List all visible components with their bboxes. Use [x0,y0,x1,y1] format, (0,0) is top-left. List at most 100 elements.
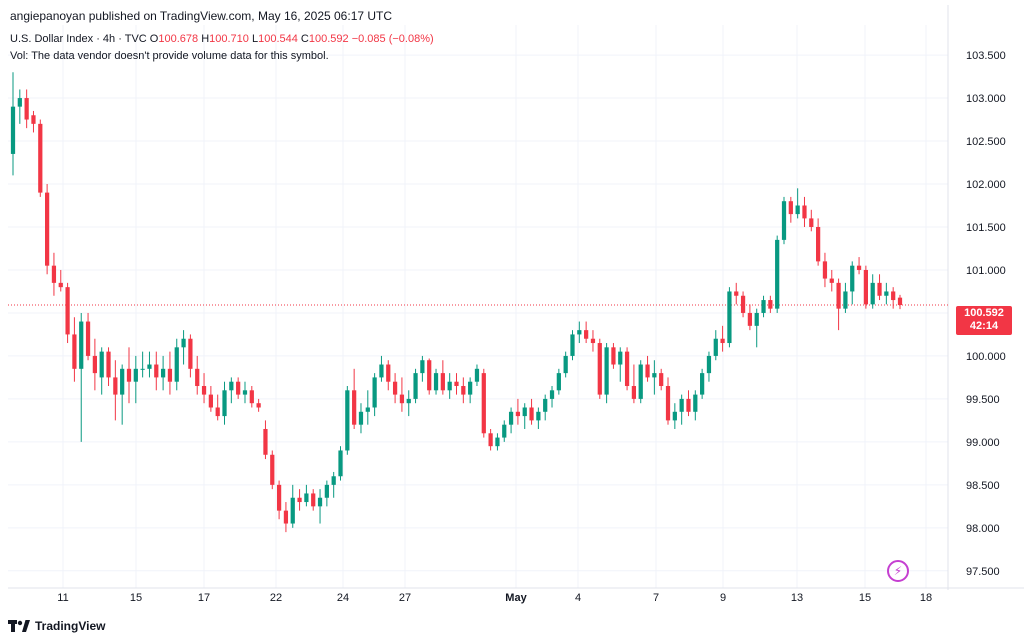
axis-lines [8,5,1024,590]
candle-body [761,300,766,313]
open-label: O [149,33,159,45]
candle-body [788,201,793,215]
x-tick-label: 4 [575,592,581,604]
high-label: H [201,33,210,45]
candle-body [665,386,671,421]
candle-body [747,312,753,326]
candle-body [331,476,336,485]
candle-body [58,282,63,288]
candle-body [372,377,377,408]
candle-body [290,497,295,524]
x-tick-label: 22 [270,592,282,604]
candle-body [795,205,800,215]
candle-body [631,386,637,399]
candle-body [713,338,718,356]
candle-body [461,386,466,395]
candle-body [99,351,104,378]
candle-body [529,407,534,421]
candle-body [897,297,903,306]
x-tick-label: 27 [399,592,411,604]
candle-body [79,321,84,369]
candle-body [706,355,712,374]
y-tick-label: 99.000 [966,437,1000,449]
candle-body [283,510,289,524]
y-tick-label: 100.000 [966,351,1006,363]
candle-body [720,338,725,344]
candle-body [543,398,548,412]
candle-body [311,493,316,507]
candle-body [249,390,254,404]
candle-body [488,433,493,447]
candle-body [297,497,302,503]
candle-body [365,407,370,412]
bar-countdown: 42:14 [969,320,999,332]
candle-body [468,381,473,395]
candle-body [17,98,22,107]
close-label: C [300,33,309,45]
y-tick-label: 103.500 [966,50,1006,62]
close-value: 100.592 [308,33,349,45]
candle-body [160,368,166,378]
candles-group [10,72,903,533]
candle-body [590,338,596,344]
candle-body [577,330,582,335]
y-tick-label: 99.500 [966,394,1000,406]
candle-body [433,373,439,391]
change-value: −0.085 (−0.08%) [351,33,434,45]
candle-body [563,355,568,374]
candle-body [126,368,132,382]
candle-body [604,347,609,395]
candle-body [113,377,118,395]
candle-body [106,351,111,378]
candle-body [549,390,555,399]
candle-body [781,201,787,240]
candle-body [863,269,868,305]
x-tick-label: 11 [57,592,68,604]
candle-body [686,398,691,412]
x-tick-label: 9 [720,592,726,604]
candle-body [317,497,323,507]
candle-body [638,364,643,399]
candle-body [222,390,227,417]
candle-body [679,398,684,412]
footer-brand[interactable]: TradingView [8,619,105,633]
candle-body [72,334,77,369]
last-price-tag: 100.592 42:14 [956,306,1012,335]
candle-body [10,106,16,154]
open-value: 100.678 [158,33,199,45]
candle-body [843,291,848,309]
y-tick-label: 101.500 [966,222,1006,234]
candle-body [515,411,521,417]
candle-body [850,265,855,292]
candle-body [454,381,459,387]
candle-body [45,192,50,266]
y-tick-label: 102.500 [966,136,1006,148]
volume-note: Vol: The data vendor doesn't provide vol… [10,50,329,62]
y-tick-label: 98.500 [966,480,1000,492]
candle-body [740,295,746,313]
candle-body [324,484,329,498]
y-tick-label: 97.500 [966,566,1000,578]
x-tick-label: 17 [198,592,210,604]
candle-body [597,343,602,395]
candle-body [672,411,677,421]
candle-body [208,394,213,408]
candle-body [624,351,630,387]
y-tick-label: 98.000 [966,523,1000,535]
grid-lines [8,25,948,588]
footer-brand-label: TradingView [35,619,106,633]
candle-body [427,360,432,391]
candle-body [856,265,862,270]
candle-body [420,360,425,374]
candle-body [167,368,173,382]
x-tick-label: 13 [791,592,803,604]
candle-body [481,373,486,434]
candle-body [188,338,193,369]
candle-body [877,282,882,296]
candle-body [147,364,152,369]
candle-body [51,265,57,283]
candle-body [338,450,343,477]
lightning-icon[interactable]: ⚡ [887,560,909,582]
low-label: L [251,33,259,45]
